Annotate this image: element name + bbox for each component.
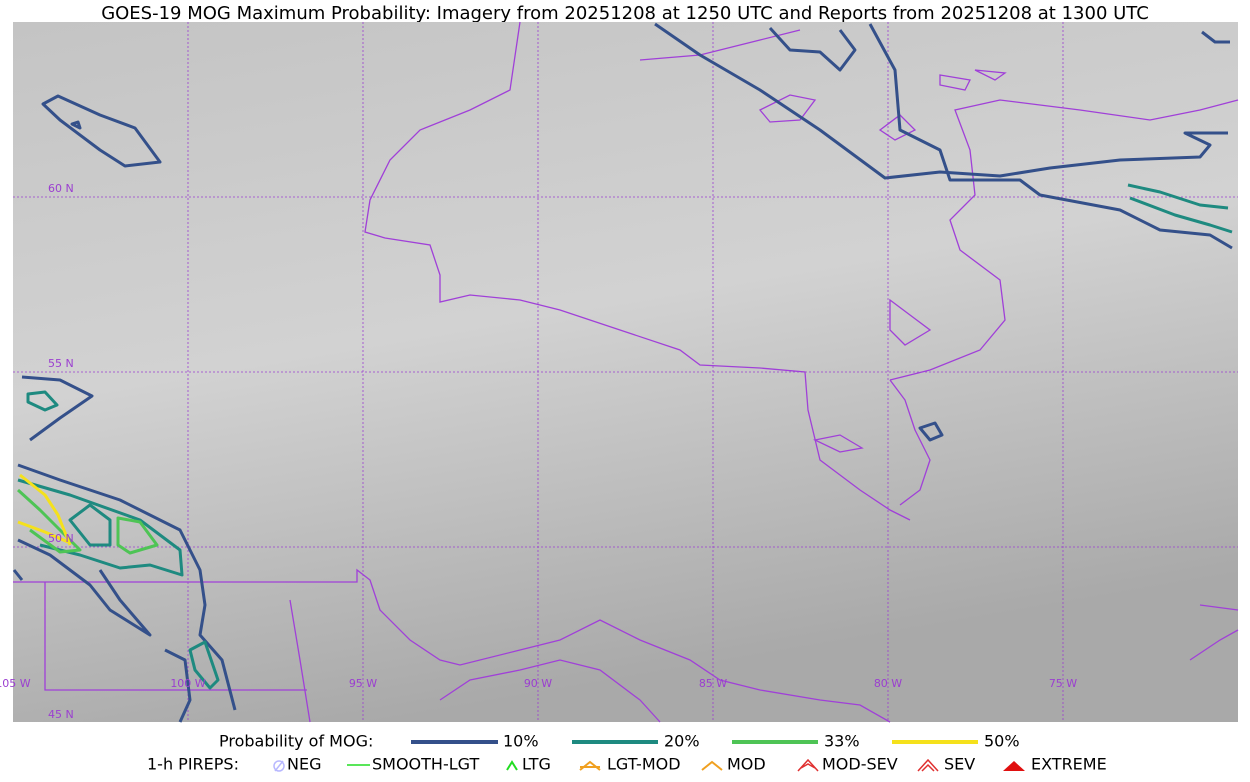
legend-label: SEV xyxy=(944,755,975,774)
lon-label: 80 W xyxy=(874,677,902,690)
lat-label: 45 N xyxy=(48,708,74,721)
mog-contours xyxy=(12,22,1233,723)
legend-label: 33% xyxy=(824,732,860,751)
legend-label: SMOOTH-LGT xyxy=(372,755,479,774)
legend-label: LGT-MOD xyxy=(607,755,681,774)
lat-label: 50 N xyxy=(48,532,74,545)
contour-10 xyxy=(868,23,1233,250)
contour-33 xyxy=(116,516,159,555)
contour-20 xyxy=(1127,183,1233,234)
contour-10 xyxy=(918,421,944,442)
contour-10 xyxy=(70,120,82,130)
lon-label: 100 W xyxy=(170,677,205,690)
lat-label: 60 N xyxy=(48,182,74,195)
legend-title: 1-h PIREPS: xyxy=(147,755,239,774)
title: GOES-19 MOG Maximum Probability: Imagery… xyxy=(101,3,1149,24)
contour-10 xyxy=(21,375,94,442)
lon-label: 90 W xyxy=(524,677,552,690)
contour-20 xyxy=(188,640,220,690)
lon-label: 85 W xyxy=(699,677,727,690)
legend-label: MOD xyxy=(727,755,766,774)
graticule xyxy=(13,22,1238,722)
pirep-icon xyxy=(701,760,723,771)
contour-10 xyxy=(768,26,857,72)
legend-label: LTG xyxy=(522,755,551,774)
pirep-icon xyxy=(917,758,939,772)
legend-label: 10% xyxy=(503,732,539,751)
legend-label: 50% xyxy=(984,732,1020,751)
contour-33 xyxy=(16,488,82,554)
legend-label: 20% xyxy=(664,732,700,751)
contour-20 xyxy=(17,478,184,577)
contour-10 xyxy=(164,648,192,723)
legend-label: MOD-SEV xyxy=(822,755,898,774)
contour-10 xyxy=(17,463,237,711)
pirep-icon xyxy=(579,760,601,771)
contour-10 xyxy=(1201,30,1230,44)
legend-label: EXTREME xyxy=(1031,755,1107,774)
contour-10 xyxy=(17,538,152,637)
mog-legend: Probability of MOG: 10% 20% 33% 50% xyxy=(219,732,1020,751)
contour-10 xyxy=(12,569,24,581)
lon-label: 75 W xyxy=(1049,677,1077,690)
pirep-icon xyxy=(797,758,819,772)
lon-label: 95 W xyxy=(349,677,377,690)
contour-10 xyxy=(654,22,1228,180)
legend-label: NEG xyxy=(287,755,321,774)
pirep-icon xyxy=(274,760,284,772)
contour-10 xyxy=(41,94,162,168)
legend-title: Probability of MOG: xyxy=(219,732,373,751)
contour-50 xyxy=(17,473,72,546)
map: 60 N 55 N 50 N 45 N 105 W 100 W 95 W 90 … xyxy=(0,21,1239,723)
lat-labels: 60 N 55 N 50 N 45 N xyxy=(48,182,74,721)
lon-labels: 105 W 100 W 95 W 90 W 85 W 80 W 75 W xyxy=(0,677,1077,690)
pirep-legend: 1-h PIREPS: NEG SMOOTH-LGT LTG LGT-MOD M… xyxy=(147,755,1107,774)
pirep-icon xyxy=(1003,761,1025,771)
contour-20 xyxy=(68,503,112,547)
contour-20 xyxy=(26,390,59,412)
lon-label: 105 W xyxy=(0,677,31,690)
pirep-icon xyxy=(273,760,285,772)
lat-label: 55 N xyxy=(48,357,74,370)
coastlines xyxy=(13,21,1239,723)
pirep-icon xyxy=(506,760,518,771)
